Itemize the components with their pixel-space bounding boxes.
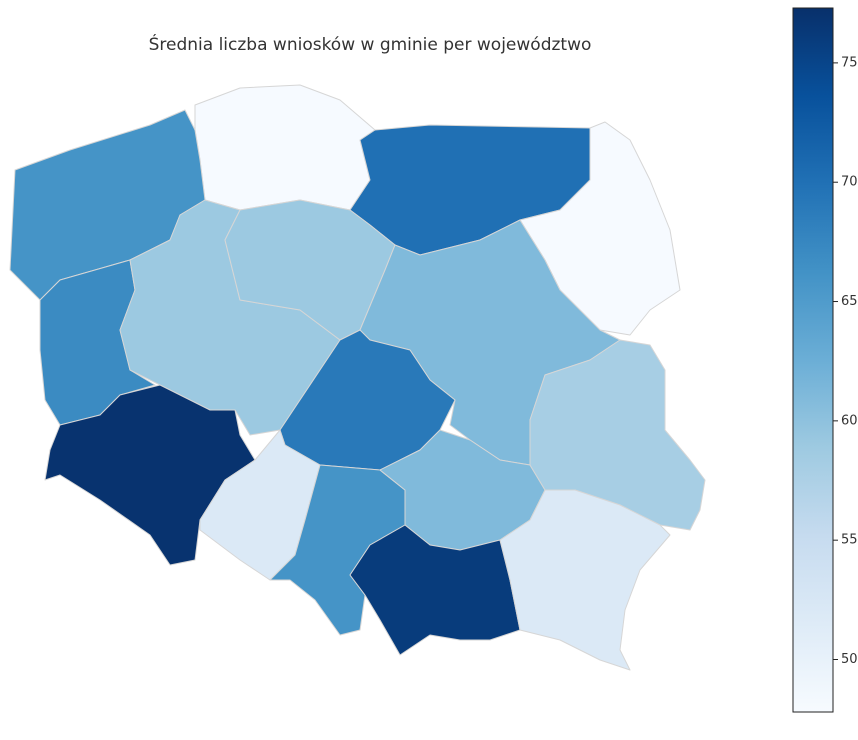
colorbar-tick-label: 70 bbox=[841, 175, 858, 190]
region bbox=[519, 121, 681, 336]
region bbox=[349, 524, 521, 656]
region bbox=[499, 489, 671, 671]
region bbox=[39, 259, 156, 426]
colorbar bbox=[792, 7, 834, 713]
map-title: Średnia liczba wniosków w gminie per woj… bbox=[149, 33, 592, 55]
colorbar-tick-label: 50 bbox=[841, 652, 858, 667]
colorbar-tick-label: 65 bbox=[841, 294, 858, 309]
colorbar-tick-label: 60 bbox=[841, 413, 858, 428]
region bbox=[529, 339, 706, 531]
colorbar-tick-label: 55 bbox=[841, 533, 858, 548]
regions bbox=[9, 84, 706, 671]
region bbox=[194, 84, 376, 211]
colorbar-tick-label: 75 bbox=[841, 55, 858, 70]
